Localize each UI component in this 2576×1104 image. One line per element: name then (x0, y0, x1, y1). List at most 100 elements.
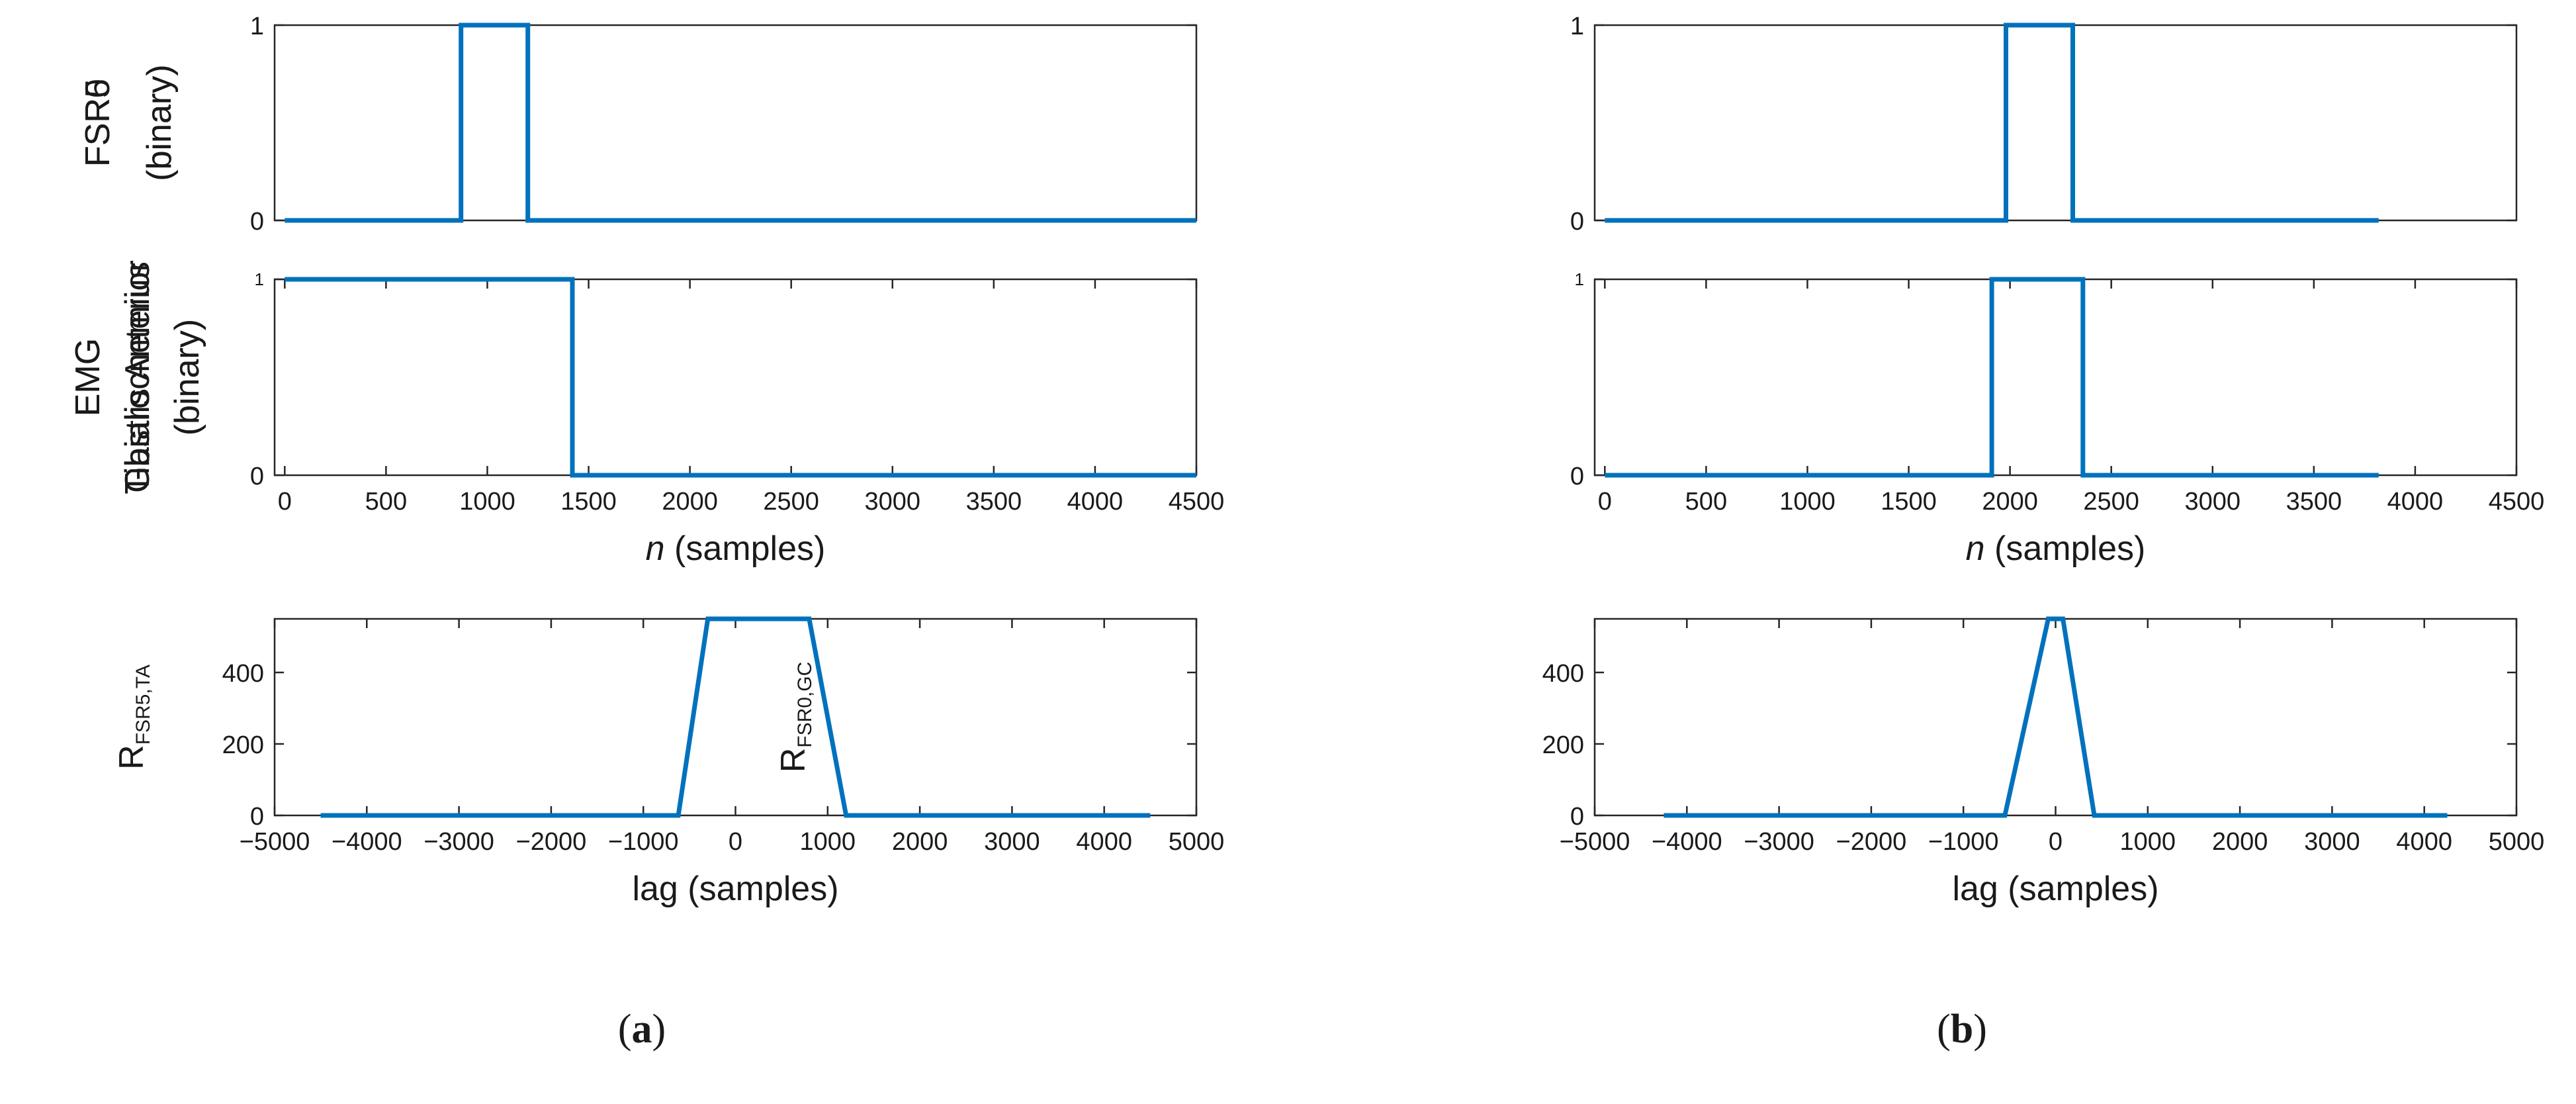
x-tick-label: 2500 (763, 488, 819, 516)
y-tick-label: 200 (1542, 731, 1584, 759)
panel-label-letter: b (1951, 1007, 1973, 1052)
x-tick-label: 3000 (2304, 828, 2360, 856)
y-axis-label-line: Gastrocnemius (118, 261, 157, 493)
x-axis-label: lag (samples) (632, 870, 838, 908)
y-tick-label: 0 (250, 803, 264, 831)
y-axis-label-line: (binary) (168, 319, 206, 436)
y-tick-label: 1 (250, 13, 264, 40)
data-series-line (1664, 616, 2448, 818)
y-tick-label: 400 (222, 660, 264, 688)
subplot-a-mid: 0 1 0 500 1000 1500 2000 2500 3000 3500 4000 4500 n … (69, 260, 1224, 568)
y-axis-label-r: RFSR5,TA (112, 665, 154, 770)
x-tick-label: 4500 (2489, 488, 2545, 516)
subplot-a-bot: 0 200 400 −5000 −4000 −3000 −2000 −1000 0 1000 200… (112, 616, 1225, 908)
x-tick-label: 2500 (2083, 488, 2139, 516)
y-axis-label-line: (binary) (168, 319, 206, 436)
y-axis-label-line: (binary) (140, 64, 179, 181)
subplot-b-top: 0 1 FSR0 (binary) (79, 13, 2518, 236)
panel-label: (a) (618, 1007, 666, 1052)
panel-a: 0 1 FSR5 (binary) 0 1 0 500 1000 1500 2000 2500 3000… (69, 13, 1224, 1052)
y-axis-label-r-subscript: FSR5,TA (132, 665, 154, 745)
y-tick-label: 400 (1542, 660, 1584, 688)
y-tick-label: 0 (250, 463, 264, 490)
x-tick-label: −3000 (1744, 828, 1814, 856)
y-axis-label-r-main: R (774, 748, 813, 773)
x-axis-label: n (samples) (646, 529, 826, 568)
panel-label-close: ) (1973, 1007, 1987, 1052)
x-tick-label: 5000 (2489, 828, 2545, 856)
x-tick-label: −3000 (423, 828, 494, 856)
panel-label-open: ( (618, 1007, 632, 1052)
panel-label-close: ) (652, 1007, 666, 1052)
x-axis-label-text: (samples) (665, 529, 826, 568)
plot-frame (273, 278, 1198, 477)
x-tick-label: 1000 (2120, 828, 2176, 856)
x-tick-label: 1500 (560, 488, 617, 516)
x-tick-label: −4000 (1652, 828, 1722, 856)
x-tick-label: 3500 (966, 488, 1022, 516)
plot-frame (273, 618, 1198, 817)
x-axis-label-variable: n (646, 529, 665, 568)
x-tick-label: 1000 (459, 488, 515, 516)
data-series-line (285, 277, 1196, 478)
plot-frame (1593, 24, 2518, 222)
x-tick-label: 4000 (1067, 488, 1124, 516)
y-axis-label-line: (binary) (140, 64, 179, 181)
panel-label: (b) (1937, 1007, 1987, 1052)
x-tick-label: 4500 (1169, 488, 1225, 516)
data-series-line (1605, 277, 2379, 478)
x-tick-label: −2000 (516, 828, 587, 856)
x-tick-label: −2000 (1836, 828, 1907, 856)
y-axis-label-r-subscript: FSR0,GC (794, 662, 816, 748)
x-tick-label: 4000 (2387, 488, 2444, 516)
x-tick-label: 5000 (1169, 828, 1225, 856)
data-series-line (285, 23, 1196, 223)
plot-frame (1593, 278, 2518, 477)
x-axis-label-variable: n (1966, 529, 1985, 568)
x-tick-label: 0 (2049, 828, 2063, 856)
x-tick-label: −4000 (332, 828, 402, 856)
x-tick-label: −5000 (240, 828, 310, 856)
x-tick-label: 0 (1598, 488, 1612, 516)
x-tick-label: 500 (1685, 488, 1727, 516)
x-tick-label: −5000 (1560, 828, 1630, 856)
y-axis-label-line: EMG (69, 338, 107, 416)
y-tick-label: 0 (1570, 208, 1584, 236)
y-axis-label-line: FSR5 (79, 79, 117, 167)
x-tick-label: 3000 (2184, 488, 2241, 516)
y-tick-label: 0 (1570, 803, 1584, 831)
x-axis-label: n (samples) (1966, 529, 2146, 568)
x-tick-label: 3000 (864, 488, 920, 516)
subplot-b-bot: 0 200 400 −5000 −4000 −3000 −2000 −1000 0 1000 200… (774, 616, 2545, 908)
x-tick-label: −1000 (1928, 828, 1999, 856)
subplot-b-mid: 0 1 0 500 1000 1500 2000 2500 3000 3500 4000 4500 n … (69, 261, 2544, 568)
x-tick-label: 2000 (1982, 488, 2038, 516)
x-tick-label: 4000 (1076, 828, 1132, 856)
plot-frame (1593, 618, 2518, 817)
y-tick-label: 0 (1570, 463, 1584, 490)
x-tick-label: 1500 (1881, 488, 1937, 516)
plot-frame (273, 24, 1198, 222)
x-tick-label: 500 (365, 488, 407, 516)
x-tick-label: 1000 (1779, 488, 1836, 516)
x-tick-label: 2000 (662, 488, 718, 516)
y-tick-label: 1 (255, 269, 264, 289)
data-series-line (1605, 23, 2379, 223)
x-axis-label: lag (samples) (1952, 870, 2158, 908)
x-tick-label: 1000 (800, 828, 856, 856)
x-axis-label-text: lag (samples) (632, 870, 838, 908)
panel-label-open: ( (1937, 1007, 1951, 1052)
x-tick-label: 3500 (2286, 488, 2342, 516)
x-tick-label: 0 (729, 828, 742, 856)
data-series-line (320, 616, 1151, 818)
x-tick-label: 3000 (984, 828, 1040, 856)
x-tick-label: 2000 (892, 828, 948, 856)
x-tick-label: 2000 (2212, 828, 2268, 856)
y-axis-label-line: Tibialis Anterior (118, 260, 157, 494)
y-axis-label-line: FSR0 (79, 79, 117, 167)
x-tick-label: 0 (278, 488, 292, 516)
x-tick-label: 4000 (2396, 828, 2452, 856)
y-axis-label-line: EMG (69, 338, 107, 416)
y-tick-label: 0 (250, 208, 264, 236)
